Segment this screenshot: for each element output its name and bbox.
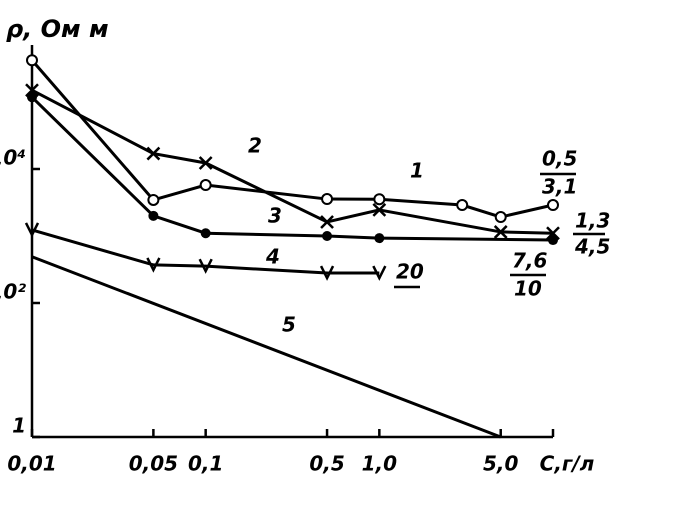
annotation: 10 — [514, 277, 542, 301]
marker — [200, 228, 211, 239]
marker — [148, 210, 159, 221]
x-tick-label: 0,1 — [188, 452, 223, 476]
marker — [321, 193, 334, 206]
annotation: 1,3 — [575, 209, 610, 233]
marker — [27, 92, 37, 103]
series-line — [31, 255, 502, 439]
marker — [372, 265, 387, 281]
annotation: 20 — [396, 260, 424, 284]
marker — [198, 258, 213, 274]
series-line — [30, 96, 554, 242]
x-tick-label: С,г/л — [540, 452, 595, 476]
series-label: 4 — [265, 245, 280, 269]
x-tick-label: 0,5 — [309, 452, 344, 476]
marker — [373, 193, 386, 206]
marker — [147, 193, 160, 206]
marker — [493, 225, 508, 239]
x-tick-label: 0,05 — [129, 452, 178, 476]
marker — [146, 146, 161, 161]
y-tick-label: 1 — [12, 414, 26, 438]
annotation: 7,6 — [512, 249, 548, 273]
annotation: 0,5 — [542, 147, 577, 171]
marker — [24, 222, 40, 238]
y-tick-label: 10² — [0, 280, 26, 304]
marker — [319, 265, 335, 281]
marker — [198, 156, 213, 170]
marker — [372, 203, 387, 217]
marker — [374, 233, 385, 244]
series-label: 2 — [248, 134, 262, 158]
marker — [320, 215, 334, 229]
x-tick-label: 1,0 — [362, 452, 398, 476]
marker — [146, 257, 161, 273]
marker — [456, 199, 469, 212]
marker — [494, 211, 507, 224]
series-line — [31, 228, 380, 275]
marker — [547, 199, 559, 212]
annotation: 4,5 — [574, 235, 610, 259]
x-tick-label: 0,01 — [7, 452, 56, 476]
series-label: 1 — [410, 159, 424, 183]
y-axis-label: ρ, Ом м — [6, 15, 109, 43]
y-tick-label: 10⁴ — [0, 146, 26, 170]
series-line — [31, 88, 554, 235]
marker — [548, 235, 558, 246]
series-label: 5 — [282, 313, 296, 337]
marker — [26, 54, 38, 67]
annotation: 3,1 — [542, 175, 577, 199]
marker — [322, 231, 333, 241]
marker — [199, 179, 212, 192]
series-label: 3 — [268, 204, 282, 228]
series-line — [30, 59, 554, 219]
x-tick-label: 5,0 — [483, 452, 519, 476]
